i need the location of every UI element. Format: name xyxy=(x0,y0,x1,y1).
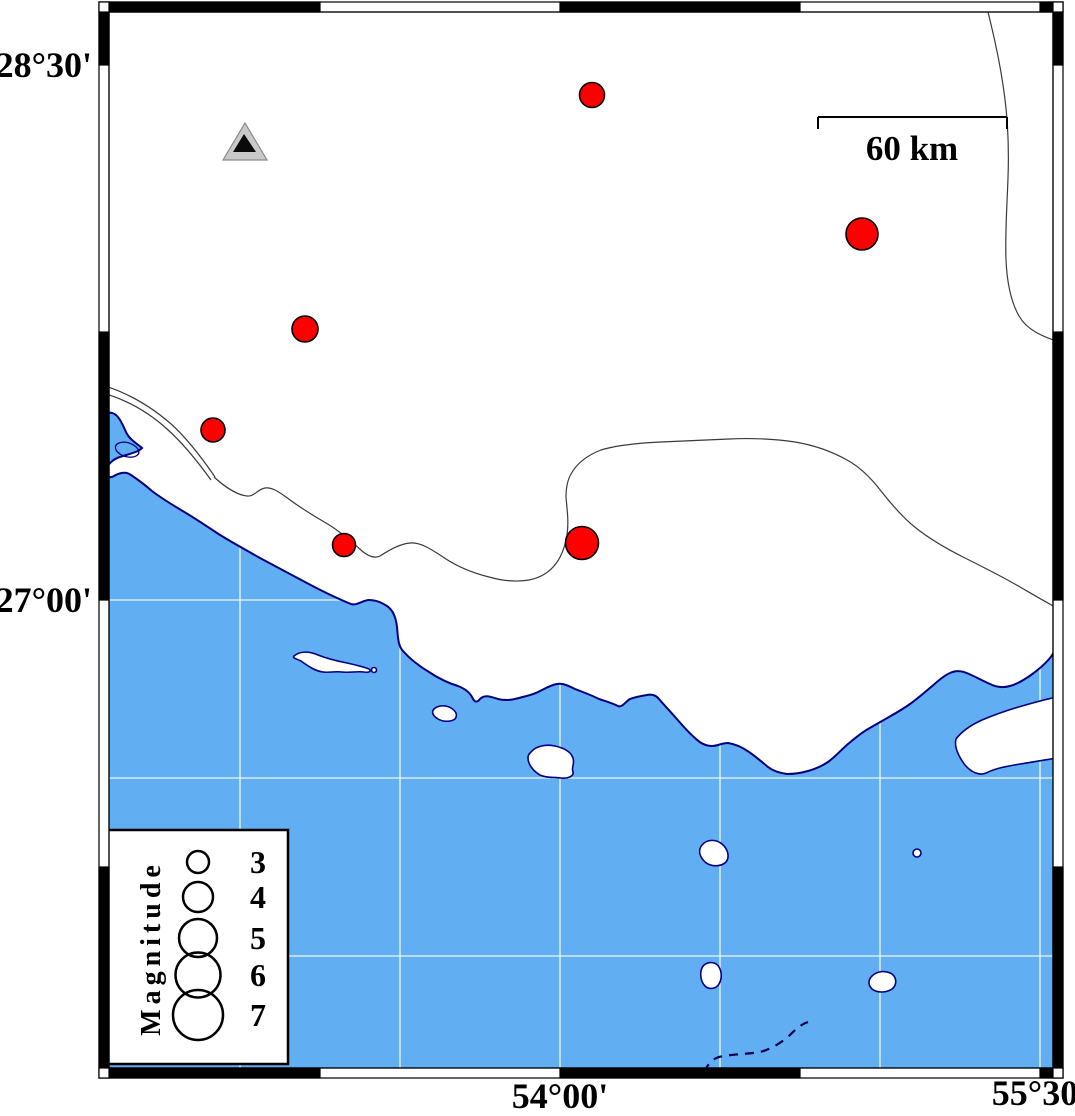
map-frame xyxy=(98,1,1064,1079)
legend-circles xyxy=(171,849,225,1042)
road-line xyxy=(109,386,216,478)
island-large-east xyxy=(954,696,1053,775)
legend-mag-label: 6 xyxy=(250,957,266,993)
legend-circle xyxy=(185,849,211,875)
lon-label-right: 55°30' xyxy=(992,1073,1075,1113)
boundary-line-northeast xyxy=(987,12,1053,341)
earthquake-marker xyxy=(845,217,879,251)
earthquake-marker xyxy=(564,525,600,561)
island xyxy=(868,970,897,993)
legend-mag-label: 4 xyxy=(250,879,266,915)
earthquake-marker xyxy=(291,315,319,343)
earthquake-marker xyxy=(200,417,226,443)
station-triangle-inner xyxy=(233,134,256,152)
lon-label-left: 54°00' xyxy=(512,1076,608,1116)
magnitude-legend: Magnitude 34 56 7 xyxy=(109,828,290,1066)
scale-bar: 60 km xyxy=(817,116,1008,168)
scale-bar-label: 60 km xyxy=(866,129,958,168)
islet xyxy=(912,848,922,858)
legend-title: Magnitude xyxy=(136,860,167,1036)
lat-label-bottom: 27°00' xyxy=(0,580,92,620)
station-marker xyxy=(221,121,269,161)
island xyxy=(527,744,575,779)
island xyxy=(292,651,371,674)
coastline xyxy=(109,411,1053,776)
sea-area xyxy=(109,412,1053,1068)
graticule-gridlines xyxy=(109,12,1053,1068)
earthquake-marker xyxy=(578,81,606,109)
dashed-maritime-line xyxy=(704,1020,809,1068)
earthquake-marker xyxy=(331,532,357,558)
island xyxy=(699,961,723,990)
legend-box xyxy=(109,828,290,1066)
islands xyxy=(292,651,1053,993)
earthquake-epicenters xyxy=(200,81,879,561)
map-canvas: 60 km Magnitude 34 56 7 xyxy=(109,12,1053,1068)
islet xyxy=(370,666,378,674)
road-line xyxy=(109,394,212,481)
legend-circle xyxy=(174,951,222,999)
legend-circle xyxy=(171,988,225,1042)
legend-mag-label: 5 xyxy=(250,920,266,956)
boundary-line-main xyxy=(213,438,1053,607)
boundary-lines xyxy=(109,12,1053,607)
island xyxy=(698,839,729,867)
lagoon-outline xyxy=(114,441,140,458)
legend-numbers: 34 56 7 xyxy=(250,844,266,1033)
legend-mag-label: 7 xyxy=(250,997,266,1033)
lat-label-top: 28°30' xyxy=(0,45,92,85)
legend-circle xyxy=(177,917,219,959)
axis-annotations: 28°30' 27°00' 54°00' 55°30' xyxy=(0,45,1075,1116)
legend-mag-label: 3 xyxy=(250,844,266,880)
island xyxy=(431,705,458,723)
legend-circle xyxy=(181,880,215,914)
